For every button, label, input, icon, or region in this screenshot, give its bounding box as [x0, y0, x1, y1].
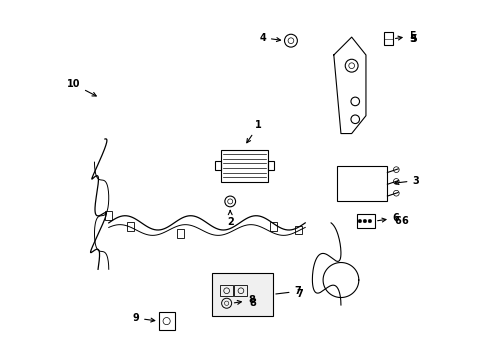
Text: 7: 7 [296, 289, 303, 299]
Bar [159, 312, 175, 330]
Text: 6: 6 [377, 213, 399, 223]
Text: 7: 7 [275, 286, 301, 296]
Bar [220, 285, 233, 296]
Text: 1: 1 [246, 120, 262, 143]
Text: 5: 5 [410, 34, 416, 44]
Bar [126, 222, 134, 231]
Text: 8: 8 [234, 295, 254, 305]
Bar [269, 222, 276, 231]
Text: 5: 5 [408, 34, 415, 44]
Bar [212, 273, 272, 316]
Bar [214, 161, 221, 170]
Text: 6: 6 [394, 216, 401, 226]
Text: 9: 9 [132, 313, 155, 323]
Text: 8: 8 [249, 298, 256, 308]
Bar [383, 32, 392, 45]
Text: 4: 4 [259, 33, 280, 43]
Bar [294, 226, 301, 234]
Circle shape [357, 219, 361, 223]
Bar [234, 285, 247, 296]
Bar [267, 161, 274, 170]
Circle shape [363, 219, 366, 223]
Text: 6: 6 [401, 216, 407, 226]
Bar [105, 211, 112, 220]
Text: 10: 10 [66, 79, 96, 96]
Bar [337, 166, 386, 202]
Bar [221, 150, 267, 182]
Text: 5: 5 [395, 31, 415, 41]
Bar [176, 229, 183, 238]
Text: 3: 3 [394, 176, 418, 185]
Text: 2: 2 [226, 211, 233, 227]
Circle shape [367, 219, 371, 223]
Bar [356, 214, 374, 228]
